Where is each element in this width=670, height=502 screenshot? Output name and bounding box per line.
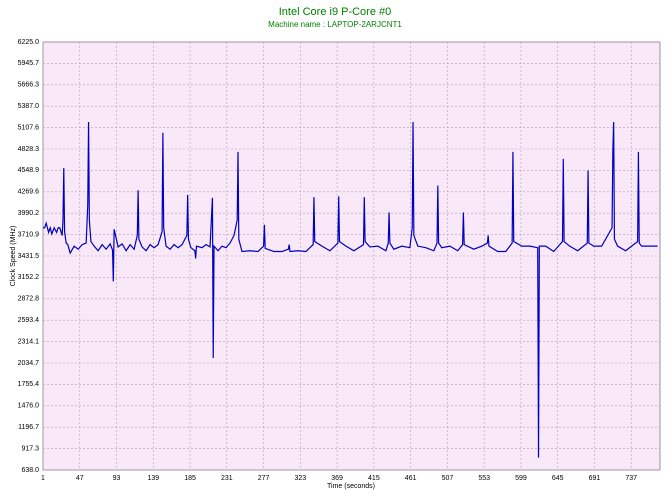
y-tick-label: 4548.9 <box>18 167 40 174</box>
y-tick-label: 1476.0 <box>18 403 40 410</box>
y-tick-label: 3990.2 <box>18 210 40 217</box>
x-tick-label: 737 <box>625 475 637 482</box>
x-tick-label: 461 <box>405 475 417 482</box>
y-tick-label: 5107.6 <box>18 124 40 131</box>
y-tick-label: 6225.0 <box>18 39 40 46</box>
y-tick-label: 3431.5 <box>18 253 40 260</box>
y-tick-label: 3152.2 <box>18 274 40 281</box>
x-tick-label: 277 <box>258 475 270 482</box>
x-tick-label: 1 <box>41 475 45 482</box>
chart-subtitle: Machine name : LAPTOP-2ARJCNT1 <box>268 20 402 29</box>
x-axis-label: Time (seconds) <box>327 483 375 490</box>
y-tick-label: 638.0 <box>21 467 39 474</box>
x-tick-label: 507 <box>442 475 454 482</box>
x-tick-label: 185 <box>184 475 196 482</box>
y-tick-label: 5666.3 <box>18 82 40 89</box>
y-tick-label: 5387.0 <box>18 103 40 110</box>
y-axis-label: Clock Speed (MHz) <box>10 226 17 287</box>
x-tick-label: 415 <box>368 475 380 482</box>
x-tick-label: 47 <box>76 475 84 482</box>
y-tick-label: 2314.1 <box>18 338 40 345</box>
y-tick-label: 4828.3 <box>18 146 40 153</box>
y-tick-label: 5945.7 <box>18 60 40 67</box>
data-line <box>43 122 658 458</box>
y-tick-label: 2872.8 <box>18 296 40 303</box>
x-tick-label: 231 <box>221 475 233 482</box>
x-tick-label: 369 <box>331 475 343 482</box>
x-tick-label: 139 <box>147 475 159 482</box>
y-tick-label: 1196.7 <box>18 424 39 431</box>
x-tick-label: 599 <box>515 475 527 482</box>
y-tick-label: 1755.4 <box>18 381 40 388</box>
x-tick-label: 553 <box>478 475 490 482</box>
x-tick-label: 691 <box>589 475 601 482</box>
y-tick-label: 2593.4 <box>18 317 40 324</box>
y-tick-label: 917.3 <box>21 445 39 452</box>
chart-title: Intel Core i9 P-Core #0 <box>279 6 392 18</box>
y-tick-label: 2034.7 <box>18 360 40 367</box>
x-tick-label: 323 <box>295 475 307 482</box>
y-tick-label: 3710.9 <box>18 231 40 238</box>
x-tick-label: 93 <box>113 475 121 482</box>
x-tick-label: 645 <box>552 475 564 482</box>
y-tick-label: 4269.6 <box>18 189 40 196</box>
